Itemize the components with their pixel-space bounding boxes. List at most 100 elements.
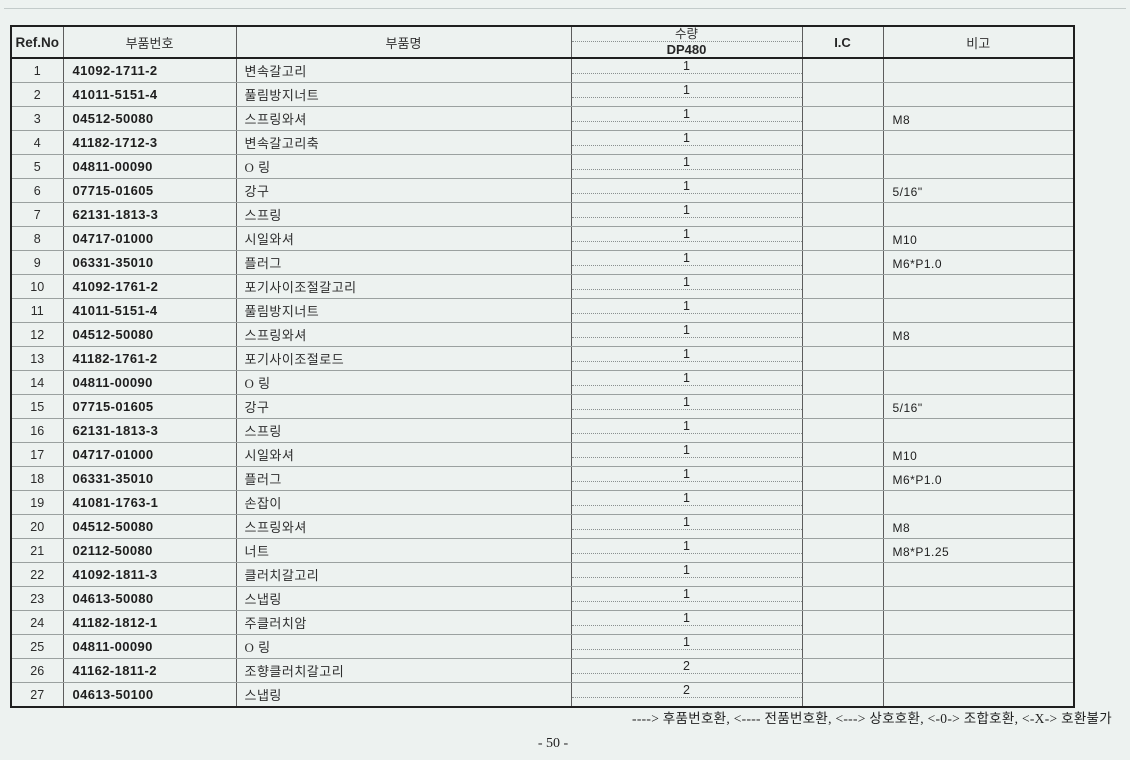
cell-part-name: 플러그: [235, 250, 571, 275]
qty-value: 1: [572, 323, 802, 338]
cell-ic: [801, 442, 883, 467]
cell-remark: M8: [882, 322, 1074, 347]
cell-part-name: 스냅링: [235, 682, 571, 707]
cell-remark: M8: [882, 514, 1074, 539]
cell-remark: M10: [882, 226, 1074, 251]
cell-ref-no: 18: [11, 466, 63, 491]
remark-value: [884, 665, 1073, 682]
table-row: 9 06331-35010 플러그 1 M6*P1.0: [11, 250, 1074, 275]
cell-part-name: 조향클러치갈고리: [235, 658, 571, 683]
table-row: 2 41011-5151-4 풀림방지너트 1: [11, 82, 1074, 107]
cell-ic: [801, 106, 883, 131]
compatibility-legend: ----> 후품번호환, <---- 전품번호환, <---> 상호호환, <-…: [632, 711, 1112, 726]
cell-ic: [801, 682, 883, 707]
table-row: 5 04811-00090 O 링 1: [11, 154, 1074, 179]
cell-remark: 5/16": [882, 394, 1074, 419]
cell-part-name: 스프링와셔: [235, 514, 571, 539]
table-row: 24 41182-1812-1 주클러치암 1: [11, 610, 1074, 635]
cell-part-name: 스냅링: [235, 586, 571, 611]
cell-remark: M8*P1.25: [882, 538, 1074, 563]
cell-qty: 1: [570, 58, 802, 83]
cell-part-number: 41011-5151-4: [62, 298, 236, 323]
cell-qty: 1: [570, 634, 802, 659]
cell-part-name: 시일와셔: [235, 226, 571, 251]
cell-part-name: 풀림방지너트: [235, 82, 571, 107]
cell-ref-no: 5: [11, 154, 63, 179]
qty-value: 2: [572, 659, 802, 674]
cell-remark: [882, 634, 1074, 659]
cell-ref-no: 7: [11, 202, 63, 227]
header-qty: 수량 DP480: [570, 26, 802, 59]
remark-value: M8: [892, 521, 911, 535]
cell-part-name: O 링: [235, 154, 571, 179]
remark-value: [884, 497, 1073, 514]
qty-value: 1: [572, 563, 802, 578]
header-row: Ref.No 부품번호 부품명 수량 DP480 I.C 비고: [11, 26, 1074, 59]
cell-ic: [801, 562, 883, 587]
remark-value: [884, 353, 1073, 370]
cell-part-name: 포기사이조절로드: [235, 346, 571, 371]
table-row: 27 04613-50100 스냅링 2: [11, 682, 1074, 707]
cell-ref-no: 17: [11, 442, 63, 467]
cell-part-number: 41182-1712-3: [62, 130, 236, 155]
cell-qty: 1: [570, 394, 802, 419]
cell-qty: 1: [570, 466, 802, 491]
table-row: 7 62131-1813-3 스프링 1: [11, 202, 1074, 227]
qty-value: 1: [572, 275, 802, 290]
cell-remark: [882, 82, 1074, 107]
cell-part-number: 02112-50080: [62, 538, 236, 563]
cell-part-name: 클러치갈고리: [235, 562, 571, 587]
qty-value: 1: [572, 83, 802, 98]
cell-remark: [882, 370, 1074, 395]
qty-value: 1: [572, 371, 802, 386]
cell-ref-no: 8: [11, 226, 63, 251]
cell-ref-no: 13: [11, 346, 63, 371]
cell-ic: [801, 370, 883, 395]
cell-part-number: 06331-35010: [62, 250, 236, 275]
cell-ic: [801, 490, 883, 515]
header-part-number: 부품번호: [62, 26, 236, 59]
cell-ref-no: 23: [11, 586, 63, 611]
cell-ref-no: 9: [11, 250, 63, 275]
remark-value: [884, 377, 1073, 394]
remark-value: M10: [892, 233, 918, 247]
cell-ic: [801, 274, 883, 299]
qty-value: 2: [572, 683, 802, 698]
header-part-name: 부품명: [235, 26, 571, 59]
cell-part-number: 04717-01000: [62, 442, 236, 467]
cell-part-name: 손잡이: [235, 490, 571, 515]
cell-ref-no: 20: [11, 514, 63, 539]
cell-ic: [801, 538, 883, 563]
cell-part-number: 04811-00090: [62, 634, 236, 659]
cell-qty: 1: [570, 586, 802, 611]
qty-value: 1: [572, 539, 802, 554]
cell-qty: 2: [570, 682, 802, 707]
header-qty-label: 수량: [571, 27, 802, 42]
header-ref-no: Ref.No: [11, 26, 63, 59]
cell-qty: 2: [570, 658, 802, 683]
qty-value: 1: [572, 515, 802, 530]
cell-remark: [882, 274, 1074, 299]
remark-value: [884, 281, 1073, 298]
table-row: 8 04717-01000 시일와셔 1 M10: [11, 226, 1074, 251]
table-row: 18 06331-35010 플러그 1 M6*P1.0: [11, 466, 1074, 491]
cell-ic: [801, 178, 883, 203]
table-row: 10 41092-1761-2 포기사이조절갈고리 1: [11, 274, 1074, 299]
qty-value: 1: [572, 611, 802, 626]
qty-value: 1: [572, 227, 802, 242]
table-row: 23 04613-50080 스냅링 1: [11, 586, 1074, 611]
qty-value: 1: [572, 443, 802, 458]
cell-ref-no: 27: [30, 687, 45, 702]
cell-part-name: 풀림방지너트: [235, 298, 571, 323]
cell-part-name: 강구: [235, 178, 571, 203]
cell-qty: 1: [570, 322, 802, 347]
table-row: 15 07715-01605 강구 1 5/16": [11, 394, 1074, 419]
cell-ic: [801, 298, 883, 323]
cell-remark: [882, 298, 1074, 323]
cell-qty: 1: [570, 514, 802, 539]
cell-remark: [882, 490, 1074, 515]
cell-part-name: 너트: [235, 538, 571, 563]
cell-ref-no: 15: [11, 394, 63, 419]
remark-value: [884, 425, 1073, 442]
cell-ic: [801, 58, 883, 83]
